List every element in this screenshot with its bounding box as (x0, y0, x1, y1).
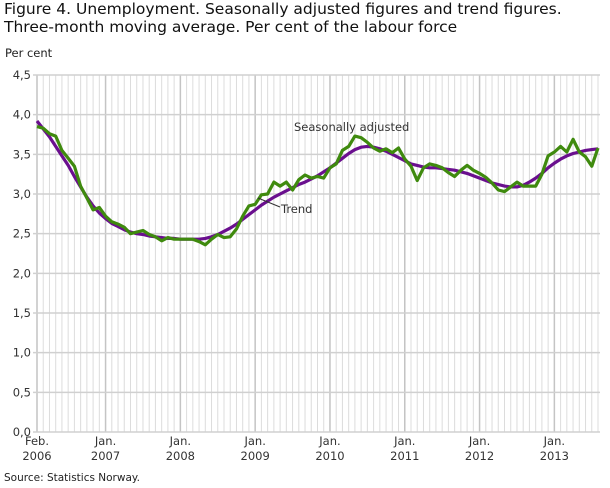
axis-labels: 0,0 0,5 1,0 1,5 2,0 2,5 3,0 3,5 4,0 4,5 Feb.2006 Ja… (13, 68, 569, 463)
title-line-1: Figure 4. Unemployment. Seasonally adjus… (4, 0, 562, 18)
y-axis-label: Per cent (5, 46, 53, 60)
x-tick-label: 2010 (315, 449, 344, 463)
x-tick-label: 2009 (241, 449, 270, 463)
x-tick-label: 2013 (540, 449, 569, 463)
x-tick-label: 2006 (22, 449, 51, 463)
y-tick-label: 4,5 (13, 68, 31, 82)
x-tick-label: Jan. (169, 434, 191, 448)
y-tick-label: 1,0 (13, 346, 31, 360)
y-tick-label: 2,0 (13, 266, 31, 280)
x-tick-label: Jan. (468, 434, 490, 448)
x-tick-label: 2008 (166, 449, 195, 463)
source-note: Source: Statistics Norway. (4, 472, 140, 484)
x-tick-label: Jan. (543, 434, 565, 448)
annotation-seasonally-adjusted: Seasonally adjusted (294, 120, 409, 134)
x-tick-label: 2012 (465, 449, 494, 463)
x-tick-label: Jan. (94, 434, 116, 448)
x-tick-label: 2011 (390, 449, 419, 463)
series-line-seasonally-adjusted (36, 125, 600, 247)
x-tick-label: Jan. (243, 434, 265, 448)
chart-title: Figure 4. Unemployment. Seasonally adjus… (4, 0, 610, 36)
series-lines (35, 120, 600, 247)
x-tick-label: Jan. (393, 434, 415, 448)
y-tick-label: 0,5 (13, 385, 31, 399)
y-tick-label: 0,0 (13, 425, 31, 439)
grid (33, 74, 600, 433)
y-tick-label: 2,5 (13, 227, 31, 241)
x-tick-label: 2007 (91, 449, 120, 463)
y-tick-label: 3,0 (13, 187, 31, 201)
y-tick-label: 1,5 (13, 306, 31, 320)
x-tick-label: Feb. (25, 434, 49, 448)
annotation-leader-line (257, 197, 281, 208)
annotation-trend: Trend (280, 202, 312, 216)
title-line-2: Three-month moving average. Per cent of … (4, 18, 458, 36)
y-tick-label: 4,0 (13, 108, 31, 122)
x-tick-label: Jan. (318, 434, 340, 448)
y-tick-label: 3,5 (13, 147, 31, 161)
